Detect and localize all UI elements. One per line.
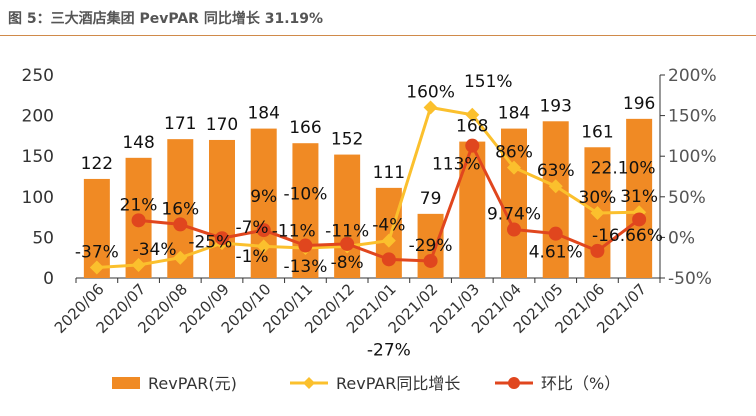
mom-point: [131, 213, 146, 228]
bar-data-label: 148: [122, 133, 154, 153]
bar-data-label: 196: [623, 94, 655, 114]
legend-label-revpar: RevPAR(元): [148, 374, 237, 393]
right-tick-label: 150%: [668, 107, 717, 127]
legend-label-yoy: RevPAR同比增长: [336, 374, 460, 393]
left-tick-label: 150: [22, 147, 54, 167]
mom-point: [507, 222, 521, 237]
left-tick-label: 200: [22, 107, 54, 127]
yoy-data-label: 160%: [406, 82, 455, 102]
mom-data-label: -1%: [235, 247, 268, 267]
bar-revpar: [626, 118, 653, 279]
right-tick-label: 50%: [668, 188, 706, 208]
yoy-data-label: -13%: [283, 257, 327, 277]
mom-point: [632, 212, 647, 227]
bar-data-label: 161: [581, 122, 613, 142]
bar-revpar: [501, 128, 527, 278]
bar-revpar: [334, 154, 361, 278]
mom-point: [298, 238, 313, 253]
yoy-point: [548, 179, 563, 194]
mom-point: [173, 217, 188, 232]
bar-revpar: [292, 143, 319, 278]
mom-data-label: -27%: [367, 340, 411, 360]
bar-data-label: 193: [539, 96, 571, 116]
bar-data-label: 79: [420, 189, 442, 209]
right-tick-label: 100%: [668, 147, 717, 167]
bar-data-label: 184: [498, 104, 530, 124]
yoy-point: [89, 260, 104, 275]
mom-data-label: 4.61%: [529, 243, 583, 263]
mom-data-label: -8%: [331, 253, 364, 273]
left-tick-label: 0: [43, 269, 54, 289]
left-tick-label: 100: [22, 188, 54, 208]
mom-data-label: 21%: [120, 195, 158, 215]
mom-point: [256, 223, 271, 238]
yoy-point: [131, 258, 146, 273]
yoy-data-label: -11%: [325, 221, 369, 241]
title-divider: [0, 35, 756, 36]
mom-data-label: -16.66%: [592, 226, 663, 246]
mom-point: [590, 243, 605, 258]
bar-data-label: 152: [331, 130, 363, 150]
yoy-data-label: -11%: [272, 221, 316, 241]
yoy-point: [423, 100, 438, 115]
yoy-point: [256, 239, 271, 254]
legend-marker-yoy: [303, 377, 315, 389]
yoy-data-label: 151%: [464, 72, 513, 92]
mom-data-label: 16%: [161, 199, 199, 219]
right-tick-label: 200%: [668, 66, 717, 86]
yoy-data-label: 30%: [579, 188, 617, 208]
yoy-point: [590, 206, 605, 221]
figure-title: 图 5：三大酒店集团 PevPAR 同比增长 31.19%: [8, 11, 324, 27]
bar-data-label: 111: [373, 163, 405, 183]
yoy-data-label: -25%: [188, 233, 232, 253]
yoy-point: [507, 160, 521, 175]
yoy-data-label: -4%: [372, 216, 405, 236]
mom-data-label: 9.74%: [487, 204, 541, 224]
yoy-data-label: 63%: [537, 161, 575, 181]
left-tick-label: 250: [22, 66, 54, 86]
mom-point: [423, 253, 438, 268]
yoy-point: [381, 233, 396, 248]
yoy-data-label: 31%: [620, 187, 658, 207]
mom-point: [548, 226, 563, 241]
mom-point: [340, 236, 355, 251]
bar-data-label: 171: [164, 114, 196, 134]
bar-data-label: 184: [247, 104, 279, 124]
mom-point: [215, 231, 229, 246]
yoy-point: [465, 107, 480, 122]
bar-data-label: 166: [289, 118, 321, 138]
bar-revpar: [209, 139, 235, 278]
mom-data-label: 9%: [250, 187, 277, 207]
mom-data-label: 113%: [432, 155, 481, 175]
bar-data-label: 122: [81, 154, 113, 174]
legend-marker-mom: [508, 377, 520, 389]
legend-swatch-revpar: [112, 377, 140, 389]
bar-data-label: 170: [206, 115, 238, 135]
mom-data-label: 22.10%: [591, 158, 656, 178]
yoy-data-label: 86%: [495, 143, 533, 163]
right-tick-label: -50%: [668, 269, 712, 289]
legend-label-mom: 环比（%）: [541, 374, 620, 393]
mom-data-label: -29%: [409, 236, 453, 256]
bar-data-label: 168: [456, 117, 488, 137]
mom-point: [465, 138, 480, 153]
yoy-data-label: -37%: [75, 242, 119, 262]
yoy-data-label: -7%: [235, 218, 268, 238]
left-tick-label: 50: [32, 228, 54, 248]
yoy-point: [173, 250, 188, 265]
right-tick-label: 0%: [668, 228, 695, 248]
bar-revpar: [542, 121, 569, 278]
yoy-line: [96, 105, 640, 269]
mom-data-label: -10%: [283, 185, 327, 205]
yoy-data-label: -34%: [133, 240, 177, 260]
mom-point: [381, 252, 396, 267]
